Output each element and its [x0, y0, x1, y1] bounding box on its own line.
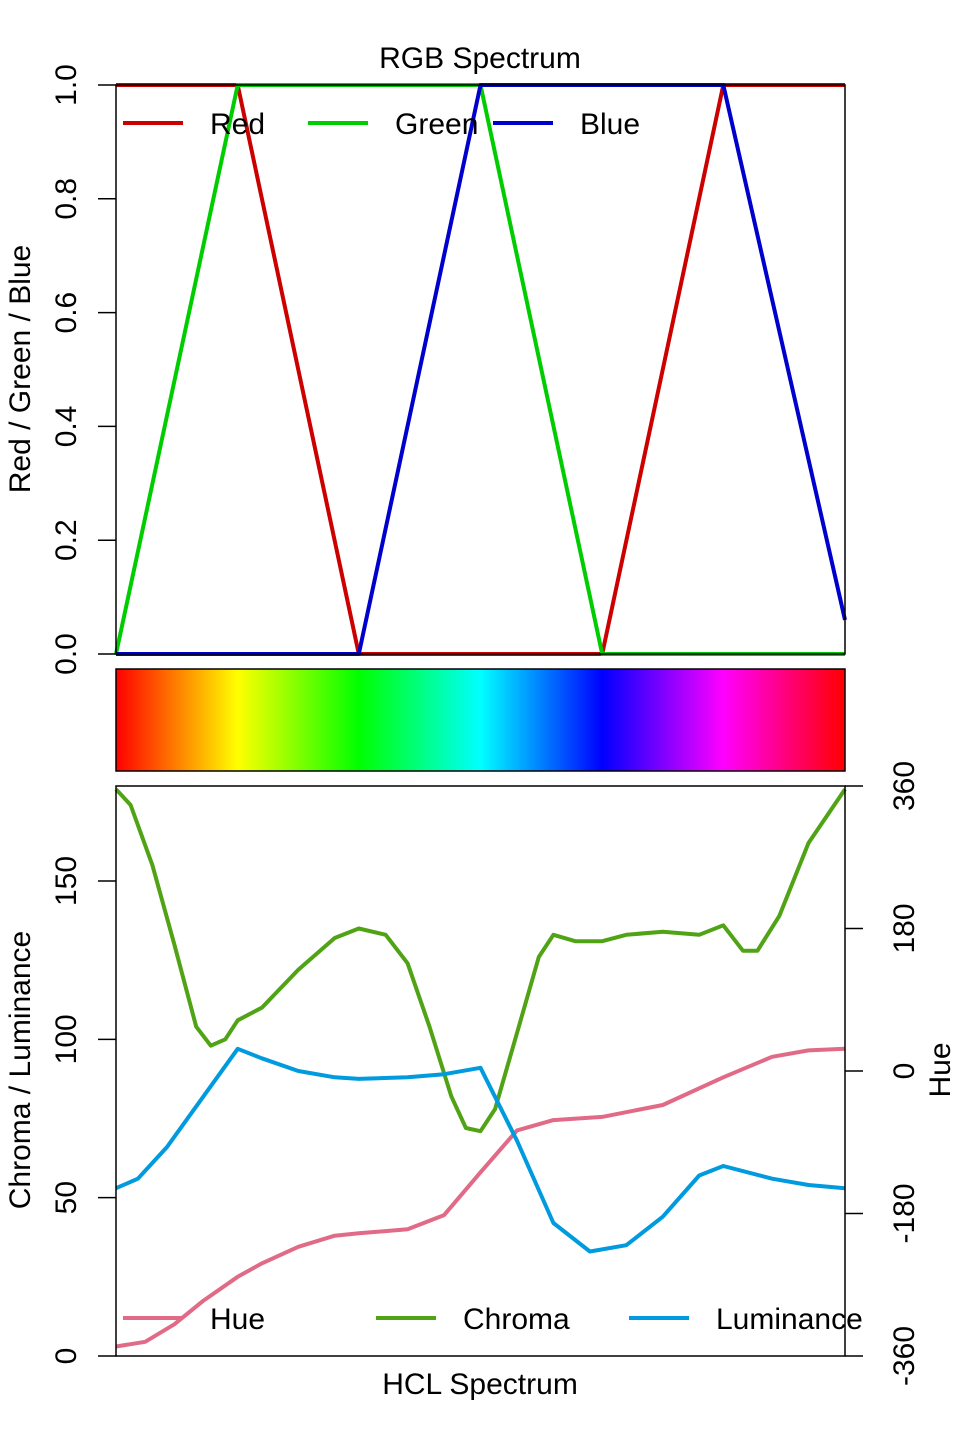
right-y-tick-label: 180: [888, 903, 921, 953]
hcl-spectrum-panel: HCL Spectrum Chroma / Luminance Hue 0 50 1…: [4, 761, 957, 1401]
hcl-left-y-axis-label: Chroma / Luminance: [4, 931, 37, 1209]
rgb-plot-frame: [115, 84, 846, 655]
rgb-y-axis: 0.0 0.2 0.4 0.6 0.8 1.0: [50, 64, 116, 675]
right-y-tick-label: 360: [888, 761, 921, 811]
rgb-y-axis-label: Red / Green / Blue: [4, 245, 37, 493]
hcl-right-y-axis-label: Hue: [924, 1042, 957, 1097]
rgb-spectrum-panel: RGB Spectrum Red / Green / Blue 0.00.20.…: [4, 42, 847, 675]
legend-label-red: Red: [210, 108, 265, 141]
series-line-red: [116, 83, 845, 656]
right-y-tick-label: 0: [888, 1063, 921, 1080]
series-line-chroma: [114, 787, 847, 1134]
series-line-green: [114, 83, 845, 656]
hue-color-bar: [115, 668, 846, 772]
left-y-tick-label: 100: [50, 1014, 83, 1064]
y-tick-label: 0.6: [50, 292, 83, 334]
y-tick-label: 1.0: [50, 64, 83, 106]
legend-label-blue: Blue: [580, 108, 640, 141]
rgb-legend: Red Green Blue: [123, 108, 640, 141]
legend-label-luminance: Luminance: [716, 1303, 863, 1336]
y-tick-label: 0.0: [50, 633, 83, 675]
right-y-tick-label: -180: [888, 1183, 921, 1243]
legend-label-chroma: Chroma: [463, 1303, 570, 1336]
left-y-tick-label: 0: [50, 1348, 83, 1365]
hcl-series-lines: [114, 787, 847, 1349]
hcl-legend: Hue Chroma Luminance: [123, 1303, 863, 1336]
hcl-left-y-axis: 0 50 100 150: [50, 856, 116, 1364]
hcl-right-y-axis: -360 -180 0 180 360: [845, 761, 921, 1386]
hcl-x-axis-label: HCL Spectrum: [382, 1368, 578, 1401]
legend-label-hue: Hue: [210, 1303, 265, 1336]
y-tick-label: 0.4: [50, 406, 83, 448]
rgb-chart-title: RGB Spectrum: [379, 42, 581, 75]
series-line-luminance: [115, 1046, 846, 1254]
right-y-tick-label: -360: [888, 1326, 921, 1386]
legend-label-green: Green: [395, 108, 478, 141]
y-tick-label: 0.2: [50, 519, 83, 561]
left-y-tick-label: 150: [50, 856, 83, 906]
left-y-tick-label: 50: [50, 1181, 83, 1214]
y-tick-label: 0.8: [50, 178, 83, 220]
series-line-hue: [115, 1046, 846, 1349]
rgb-series-lines: [114, 83, 847, 656]
hcl-plot-frame: [115, 785, 846, 1357]
series-line-blue: [116, 83, 847, 656]
